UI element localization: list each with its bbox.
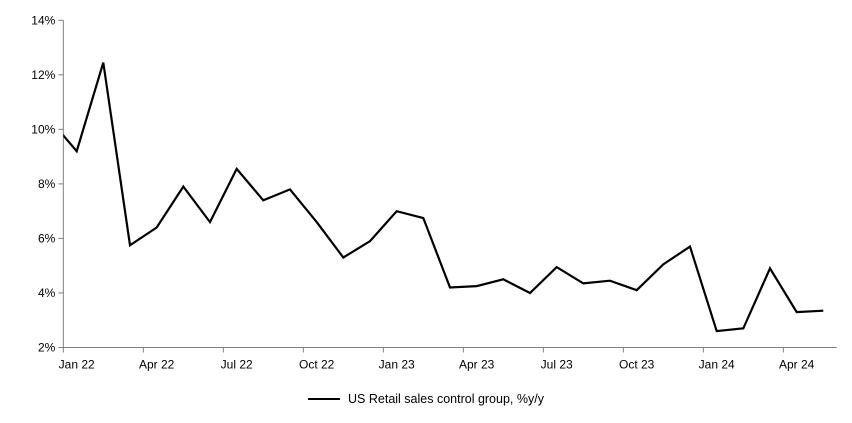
x-tick-label: Oct 22	[299, 358, 335, 372]
y-tick-label: 6%	[38, 232, 56, 246]
x-tick-label: Jul 23	[541, 358, 573, 372]
legend-label: US Retail sales control group, %y/y	[348, 392, 544, 406]
x-tick-label: Jul 22	[221, 358, 253, 372]
y-tick-label: 12%	[31, 68, 55, 82]
x-tick-label: Jan 23	[379, 358, 415, 372]
y-tick-label: 2%	[38, 341, 56, 355]
x-tick-label: Apr 23	[459, 358, 495, 372]
y-tick-label: 10%	[31, 123, 55, 137]
y-tick-label: 8%	[38, 177, 56, 191]
series-line	[63, 62, 824, 333]
x-tick-label: Apr 22	[139, 358, 175, 372]
x-tick-label: Jan 24	[699, 358, 735, 372]
chart-canvas: 2% 4% 6% 8% 10% 12% 14% Jan 22 Apr 22 Jul 22 Oct 2…	[31, 14, 837, 372]
y-tick-label: 4%	[38, 286, 56, 300]
x-tick-label: Oct 23	[619, 358, 655, 372]
y-tick-label: 14%	[31, 14, 55, 28]
x-tick-label: Jan 22	[59, 358, 95, 372]
legend-line-swatch	[308, 398, 341, 400]
x-tick-label: Apr 24	[779, 358, 815, 372]
chart-legend: US Retail sales control group, %y/y	[0, 392, 852, 406]
